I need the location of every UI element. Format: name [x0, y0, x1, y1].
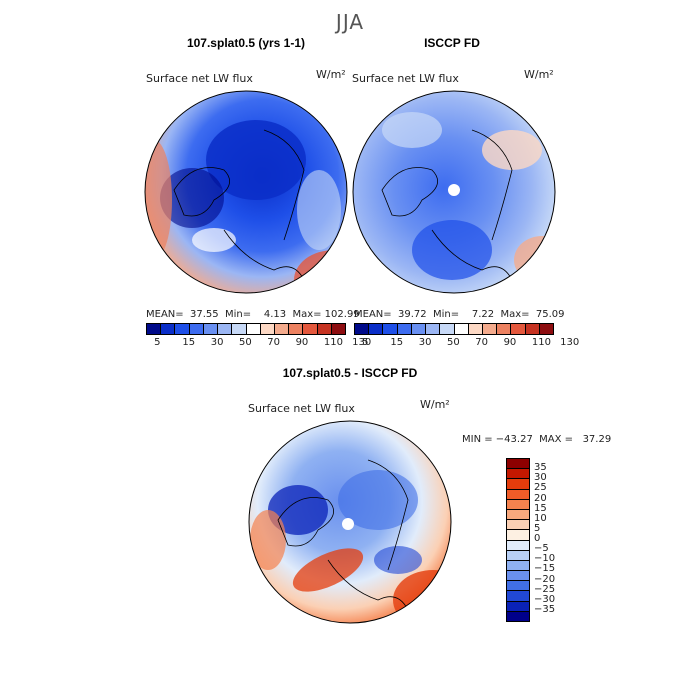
colorbar-swatch [203, 324, 219, 334]
colorbar-swatch [507, 591, 529, 602]
panel-2-colorbar-ticks: 5 15 30 50 70 90 110 130 [354, 337, 579, 351]
colorbar-swatch [397, 324, 412, 334]
colorbar-swatch [260, 324, 275, 334]
colorbar-swatch [507, 530, 529, 541]
panel-3-stats: MIN = −43.27 MAX = 37.29 [462, 434, 612, 445]
colorbar-swatch [482, 324, 498, 334]
colorbar-swatch [440, 324, 455, 334]
panel-1-map [144, 90, 348, 294]
colorbar-swatch [161, 324, 176, 334]
colorbar-tick-label: 130 [560, 337, 580, 348]
colorbar-swatch [507, 509, 529, 521]
colorbar-swatch [331, 324, 346, 334]
colorbar-tick-label: 15 [182, 337, 196, 348]
colorbar-tick-label: −30 [534, 593, 556, 605]
colorbar-tick-label: 30 [534, 472, 547, 484]
colorbar-tick-label: 20 [534, 492, 547, 504]
panel-2-map [352, 90, 556, 294]
colorbar-swatch [303, 324, 318, 334]
panel-1-field-label: Surface net LW flux [146, 72, 253, 85]
colorbar-swatch [507, 520, 529, 531]
colorbar-swatch [507, 540, 529, 551]
colorbar-tick-label: 35 [534, 462, 547, 474]
colorbar-tick-label: 5 [362, 337, 369, 348]
colorbar-tick-label: 15 [390, 337, 404, 348]
colorbar-tick-label: 110 [531, 337, 551, 348]
colorbar-swatch [497, 324, 512, 334]
colorbar-tick-label: 10 [534, 512, 547, 524]
colorbar-tick-label: 5 [154, 337, 161, 348]
colorbar-tick-label: 50 [239, 337, 252, 348]
panel-3-field-label: Surface net LW flux [248, 402, 355, 415]
panel-1-title: 107.splat0.5 (yrs 1-1) [186, 36, 306, 50]
colorbar-tick-label: 25 [534, 482, 547, 494]
colorbar-tick-label: −15 [534, 563, 556, 575]
colorbar-swatch [507, 571, 529, 582]
panel-2-colorbar [354, 323, 554, 335]
colorbar-swatch [525, 324, 540, 334]
colorbar-swatch [411, 324, 427, 334]
colorbar-swatch [289, 324, 304, 334]
panel-1-units: W/m² [316, 68, 346, 81]
colorbar-tick-label: −5 [534, 543, 549, 555]
panel-1-colorbar [146, 323, 346, 335]
colorbar-tick-label: 5 [534, 522, 541, 534]
colorbar-swatch [147, 324, 162, 334]
panel-1-colorbar-ticks: 5 15 30 50 70 90 110 130 [146, 337, 371, 351]
colorbar-swatch [232, 324, 247, 334]
colorbar-swatch [246, 324, 261, 334]
colorbar-swatch [218, 324, 233, 334]
colorbar-tick-label: 130 [352, 337, 372, 348]
colorbar-swatch [454, 324, 469, 334]
panel-2-units: W/m² [524, 68, 554, 81]
colorbar-tick-label: 30 [210, 337, 224, 348]
colorbar-swatch [507, 489, 529, 500]
colorbar-tick-label: −35 [534, 603, 556, 615]
colorbar-tick-label: −20 [534, 573, 556, 585]
colorbar-tick-label: 30 [418, 337, 432, 348]
colorbar-swatch [317, 324, 332, 334]
colorbar-swatch [507, 611, 529, 621]
colorbar-tick-label: 110 [323, 337, 343, 348]
colorbar-tick-label: 15 [534, 502, 547, 514]
panel-1-stats: MEAN= 37.55 Min= 4.13 Max= 102.99 [146, 309, 360, 320]
panel-2-title: ISCCP FD [424, 36, 480, 50]
colorbar-swatch [507, 550, 529, 561]
colorbar-tick-label: 50 [447, 337, 460, 348]
panel-2-stats: MEAN= 39.72 Min= 7.22 Max= 75.09 [354, 309, 565, 320]
colorbar-tick-label: 70 [267, 337, 281, 348]
colorbar-swatch [507, 601, 529, 612]
colorbar-swatch [383, 324, 398, 334]
colorbar-tick-label: 90 [503, 337, 517, 348]
panel-2-field-label: Surface net LW flux [352, 72, 459, 85]
colorbar-swatch [507, 479, 529, 490]
colorbar-swatch [539, 324, 554, 334]
colorbar-tick-label: 70 [475, 337, 489, 348]
colorbar-tick-label: 90 [295, 337, 309, 348]
colorbar-swatch [426, 324, 441, 334]
colorbar-swatch [507, 459, 529, 470]
colorbar-tick-label: −25 [534, 583, 556, 595]
colorbar-swatch [507, 499, 529, 510]
season-title: JJA [335, 10, 365, 34]
colorbar-swatch [507, 560, 529, 572]
panel-3-units: W/m² [420, 398, 450, 411]
colorbar-swatch [468, 324, 483, 334]
colorbar-swatch [507, 469, 529, 480]
colorbar-tick-label: −10 [534, 553, 556, 565]
colorbar-swatch [189, 324, 204, 334]
colorbar-swatch [175, 324, 190, 334]
difference-map [248, 420, 452, 624]
difference-colorbar-ticks: 35 30 25 20 15 10 5 0 −5 −10 −15 −20 −25 −30 −35 [534, 458, 574, 620]
colorbar-swatch [507, 581, 529, 592]
colorbar-tick-label: 0 [534, 533, 541, 544]
colorbar-swatch [274, 324, 290, 334]
panel-3-title: 107.splat0.5 - ISCCP FD [282, 366, 418, 380]
difference-colorbar [506, 458, 530, 622]
colorbar-swatch [355, 324, 370, 334]
colorbar-swatch [369, 324, 384, 334]
colorbar-swatch [511, 324, 526, 334]
